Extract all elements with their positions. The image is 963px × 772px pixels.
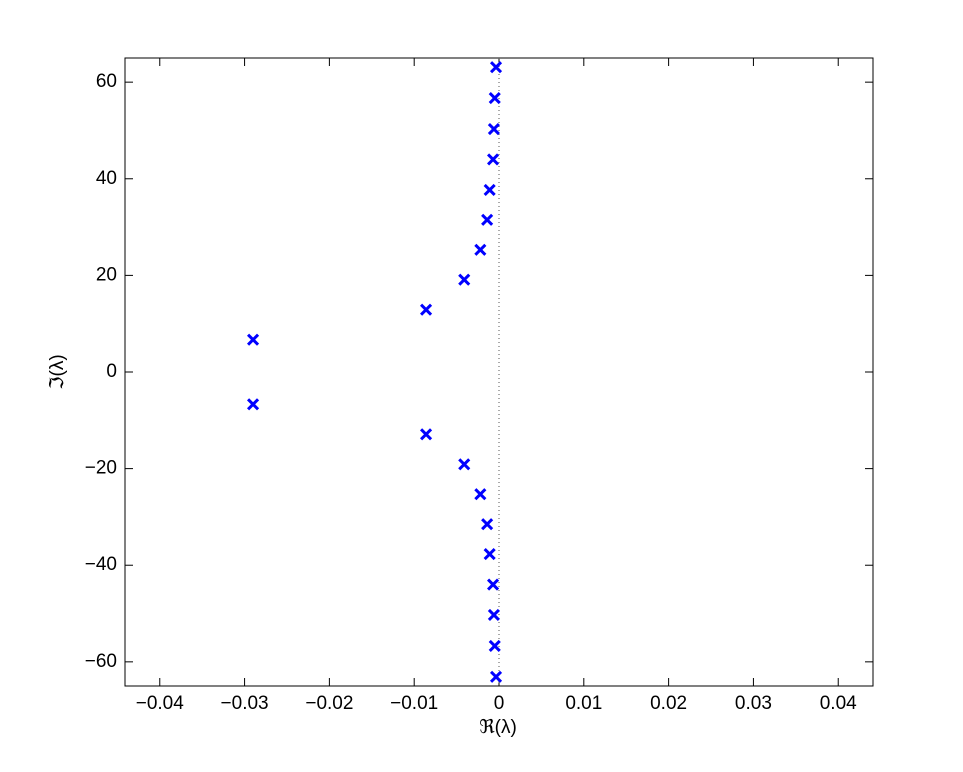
marker xyxy=(488,92,501,105)
x-tick-label: −0.02 xyxy=(305,693,353,714)
marker xyxy=(246,398,260,411)
x-tick-label: 0.01 xyxy=(565,693,602,714)
marker xyxy=(481,518,494,531)
marker xyxy=(420,428,433,441)
x-tick-label: 0.04 xyxy=(820,693,857,714)
y-axis-label: ℑ(λ) xyxy=(47,354,68,389)
axes-box xyxy=(124,57,874,687)
x-tick-label: −0.03 xyxy=(221,693,269,714)
marker xyxy=(487,153,500,166)
x-tick-label: 0 xyxy=(494,693,505,714)
marker xyxy=(487,578,500,591)
marker xyxy=(489,61,503,74)
x-tick-label: 0.02 xyxy=(650,693,687,714)
y-tick-label: 40 xyxy=(96,168,117,189)
marker xyxy=(481,213,494,226)
marker xyxy=(474,243,487,256)
marker xyxy=(246,333,260,346)
x-tick-label: −0.04 xyxy=(136,693,185,714)
y-tick-label: 0 xyxy=(106,361,117,382)
marker xyxy=(483,548,496,561)
marker xyxy=(458,458,471,471)
marker xyxy=(487,608,500,622)
y-tick-label: 20 xyxy=(96,264,117,285)
marker xyxy=(420,303,433,316)
x-tick-label: 0.03 xyxy=(735,693,772,714)
y-tick-label: −60 xyxy=(85,651,117,672)
y-tick-label: −20 xyxy=(85,458,117,479)
x-axis-label: ℜ(λ) xyxy=(479,717,517,738)
marker xyxy=(474,488,487,501)
marker xyxy=(487,122,500,136)
marker xyxy=(458,273,471,286)
marker xyxy=(489,670,503,683)
x-tick-label: −0.01 xyxy=(390,693,438,714)
marker xyxy=(483,183,496,196)
y-tick-label: 60 xyxy=(96,71,117,92)
marker xyxy=(488,639,501,652)
y-tick-label: −40 xyxy=(85,554,117,575)
